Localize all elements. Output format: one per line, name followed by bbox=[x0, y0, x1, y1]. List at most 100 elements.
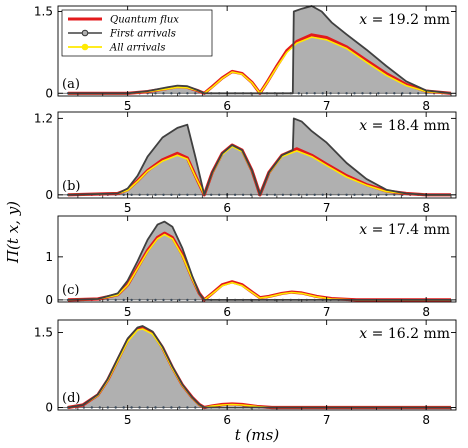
x-tick-label: 6 bbox=[223, 305, 231, 319]
zero-marker bbox=[186, 92, 189, 95]
zero-marker bbox=[194, 406, 197, 409]
first-arrivals-line bbox=[67, 220, 451, 301]
zero-marker bbox=[130, 406, 133, 409]
position-annotation: x = 18.4 mm bbox=[359, 118, 450, 134]
annotation-variable: x bbox=[359, 12, 367, 28]
zero-marker bbox=[194, 298, 197, 302]
zero-marker bbox=[114, 298, 117, 302]
x-tick-label: 5 bbox=[124, 99, 132, 113]
zero-marker bbox=[82, 406, 86, 409]
x-tick-label: 7 bbox=[323, 201, 331, 215]
y-tick-label: 0 bbox=[45, 188, 53, 202]
x-tick-label: 5 bbox=[124, 413, 132, 427]
zero-marker bbox=[194, 92, 197, 95]
zero-marker bbox=[178, 193, 181, 196]
zero-marker bbox=[154, 406, 157, 409]
zero-marker bbox=[241, 193, 245, 196]
first-arrivals-area bbox=[68, 221, 451, 300]
zero-marker bbox=[361, 92, 364, 95]
legend: Quantum flux First arrivals All arrivals bbox=[61, 9, 213, 57]
zero-marker bbox=[178, 92, 181, 95]
zero-marker bbox=[218, 193, 221, 196]
zero-marker bbox=[329, 92, 332, 95]
zero-marker bbox=[186, 298, 189, 302]
zero-marker bbox=[114, 406, 117, 409]
zero-marker bbox=[377, 92, 380, 95]
all-arrivals-line bbox=[67, 233, 451, 301]
zero-marker bbox=[122, 298, 125, 302]
zero-marker bbox=[281, 193, 285, 196]
zero-marker bbox=[146, 406, 149, 409]
zero-marker bbox=[313, 92, 316, 95]
zero-marker bbox=[154, 298, 157, 302]
zero-marker bbox=[170, 92, 173, 95]
position-annotation: x = 16.2 mm bbox=[359, 326, 450, 342]
panel-tag: (c) bbox=[62, 283, 79, 298]
zero-marker bbox=[289, 193, 292, 196]
zero-marker bbox=[130, 193, 133, 196]
zero-marker bbox=[321, 92, 324, 95]
zero-marker bbox=[313, 193, 316, 196]
zero-marker bbox=[170, 406, 173, 409]
zero-marker bbox=[329, 193, 332, 196]
panel-a: 5 6 7 8 0 1.5 (a) x = 19.2 mm bbox=[34, 4, 457, 113]
panel-b: 5 6 7 8 0 1.2 (b) x = 18.4 mm bbox=[34, 111, 457, 215]
zero-marker bbox=[162, 193, 165, 196]
x-tick-label: 7 bbox=[323, 99, 331, 113]
x-tick-label: 8 bbox=[422, 99, 430, 113]
first-arrivals-zero-markers bbox=[66, 193, 452, 196]
x-tick-label: 6 bbox=[223, 201, 231, 215]
zero-marker bbox=[417, 92, 420, 95]
annotation-value: = 17.4 mm bbox=[367, 222, 450, 238]
first-arrivals-area bbox=[68, 6, 451, 94]
annotation-variable: x bbox=[359, 326, 367, 342]
zero-marker bbox=[345, 193, 348, 196]
zero-marker bbox=[409, 92, 412, 95]
zero-marker bbox=[297, 193, 300, 196]
y-tick-label: 1.2 bbox=[34, 111, 53, 125]
zero-marker bbox=[393, 193, 396, 196]
first-arrivals-line bbox=[67, 117, 451, 196]
zero-marker bbox=[138, 193, 141, 196]
zero-marker bbox=[138, 298, 141, 302]
zero-marker bbox=[146, 298, 149, 302]
panel-frame bbox=[57, 5, 457, 97]
x-tick-label: 8 bbox=[422, 201, 430, 215]
zero-marker bbox=[337, 193, 340, 196]
annotation-variable: x bbox=[359, 118, 367, 134]
zero-marker bbox=[154, 193, 157, 196]
zero-marker bbox=[385, 193, 388, 196]
zero-marker bbox=[186, 406, 189, 409]
x-tick-label: 7 bbox=[323, 305, 331, 319]
zero-marker bbox=[194, 193, 197, 196]
zero-marker bbox=[130, 298, 133, 302]
zero-marker bbox=[138, 406, 141, 409]
zero-marker bbox=[297, 92, 300, 95]
legend-entry: All arrivals bbox=[109, 43, 165, 54]
panels: 5 6 7 8 0 1.5 (a) x = 19.2 mm 5 6 7 8 0 1.2 (b) x = 18.… bbox=[34, 4, 457, 427]
zero-marker bbox=[146, 193, 149, 196]
x-tick-label: 5 bbox=[124, 305, 132, 319]
zero-marker bbox=[353, 92, 356, 95]
panel-d: 5 6 7 8 0 1.5 (d) x = 16.2 mm bbox=[34, 319, 457, 427]
annotation-value: = 18.4 mm bbox=[367, 118, 450, 134]
y-tick-label: 1 bbox=[45, 250, 53, 264]
y-tick-label: 0 bbox=[45, 86, 53, 100]
panel-tag: (a) bbox=[62, 77, 80, 92]
legend-entry: First arrivals bbox=[109, 29, 176, 40]
zero-marker bbox=[162, 92, 165, 95]
zero-marker bbox=[305, 92, 308, 95]
zero-marker bbox=[210, 193, 213, 196]
panel-tag: (d) bbox=[62, 391, 80, 406]
zero-marker bbox=[170, 193, 173, 196]
zero-marker bbox=[90, 406, 94, 409]
legend-marker bbox=[81, 29, 89, 37]
zero-marker bbox=[265, 193, 269, 196]
zero-marker bbox=[233, 193, 237, 196]
zero-marker bbox=[154, 92, 157, 95]
zero-marker bbox=[393, 92, 396, 95]
zero-marker bbox=[273, 193, 277, 196]
annotation-value: = 19.2 mm bbox=[367, 12, 450, 28]
zero-marker bbox=[186, 193, 189, 196]
zero-marker bbox=[353, 193, 356, 196]
